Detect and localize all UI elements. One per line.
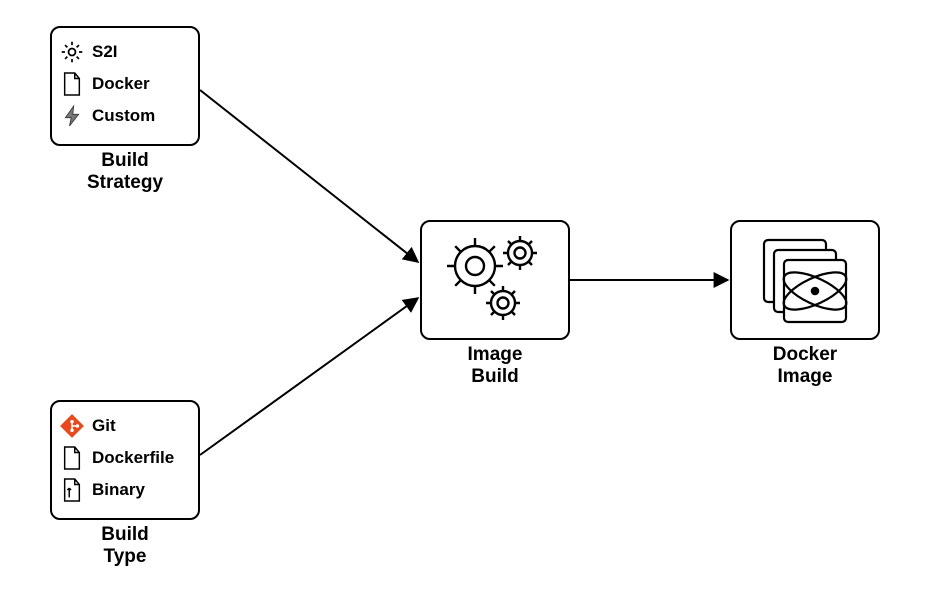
type-item-label: Binary bbox=[92, 480, 145, 500]
strategy-item-label: Docker bbox=[92, 74, 150, 94]
node-image-build-label: Image Build bbox=[420, 344, 570, 388]
strategy-item-s2i: S2I bbox=[58, 38, 192, 66]
node-image-build bbox=[420, 220, 570, 340]
node-build-type: Git Dockerfile Binary bbox=[50, 400, 200, 520]
git-icon bbox=[58, 412, 86, 440]
strategy-item-docker: Docker bbox=[58, 70, 192, 98]
label-line: Image bbox=[778, 366, 833, 387]
type-item-git: Git bbox=[58, 412, 192, 440]
node-build-type-label: Build Type bbox=[50, 524, 200, 568]
gears-icon bbox=[435, 228, 555, 333]
node-docker-image-label: Docker Image bbox=[730, 344, 880, 388]
type-item-binary: Binary bbox=[58, 476, 192, 504]
container-stack-icon bbox=[750, 228, 860, 333]
bolt-icon bbox=[58, 102, 86, 130]
node-docker-image bbox=[730, 220, 880, 340]
node-build-strategy-label: Build Strategy bbox=[50, 150, 200, 194]
gear-icon bbox=[58, 38, 86, 66]
strategy-item-label: Custom bbox=[92, 106, 155, 126]
node-build-strategy: S2I Docker Custom bbox=[50, 26, 200, 146]
binary-icon bbox=[58, 476, 86, 504]
label-line: Strategy bbox=[87, 172, 163, 193]
type-item-dockerfile: Dockerfile bbox=[58, 444, 192, 472]
type-item-label: Dockerfile bbox=[92, 448, 174, 468]
type-item-label: Git bbox=[92, 416, 116, 436]
label-line: Build bbox=[101, 150, 149, 171]
edge-strategy-to-build bbox=[200, 90, 418, 262]
file-icon bbox=[58, 444, 86, 472]
label-line: Image bbox=[468, 344, 523, 365]
label-line: Build bbox=[101, 524, 149, 545]
strategy-item-label: S2I bbox=[92, 42, 118, 62]
label-line: Build bbox=[471, 366, 519, 387]
label-line: Docker bbox=[773, 344, 837, 365]
strategy-item-custom: Custom bbox=[58, 102, 192, 130]
label-line: Type bbox=[104, 546, 147, 567]
edge-type-to-build bbox=[200, 298, 418, 455]
file-icon bbox=[58, 70, 86, 98]
